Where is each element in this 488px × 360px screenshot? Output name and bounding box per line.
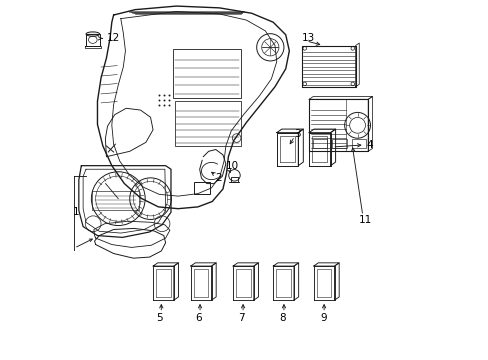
Bar [174, 101, 241, 146]
Bar [172, 49, 241, 98]
Bar [193, 182, 209, 194]
Bar [312, 139, 326, 148]
Text: 6: 6 [195, 313, 202, 323]
Text: 7: 7 [238, 313, 244, 323]
Bar [332, 139, 346, 148]
Text: 10: 10 [225, 161, 239, 171]
Text: 11: 11 [359, 215, 372, 225]
Bar [92, 191, 139, 211]
Text: 1: 1 [72, 207, 79, 217]
Text: 2: 2 [215, 173, 221, 183]
Text: 8: 8 [279, 313, 285, 323]
Ellipse shape [86, 32, 100, 36]
Text: 4: 4 [366, 140, 372, 150]
Text: 9: 9 [320, 313, 326, 323]
Text: 13: 13 [301, 33, 314, 43]
Text: 3: 3 [293, 129, 300, 139]
Bar [351, 139, 366, 148]
Text: 12: 12 [106, 33, 120, 43]
Text: 5: 5 [156, 313, 163, 323]
